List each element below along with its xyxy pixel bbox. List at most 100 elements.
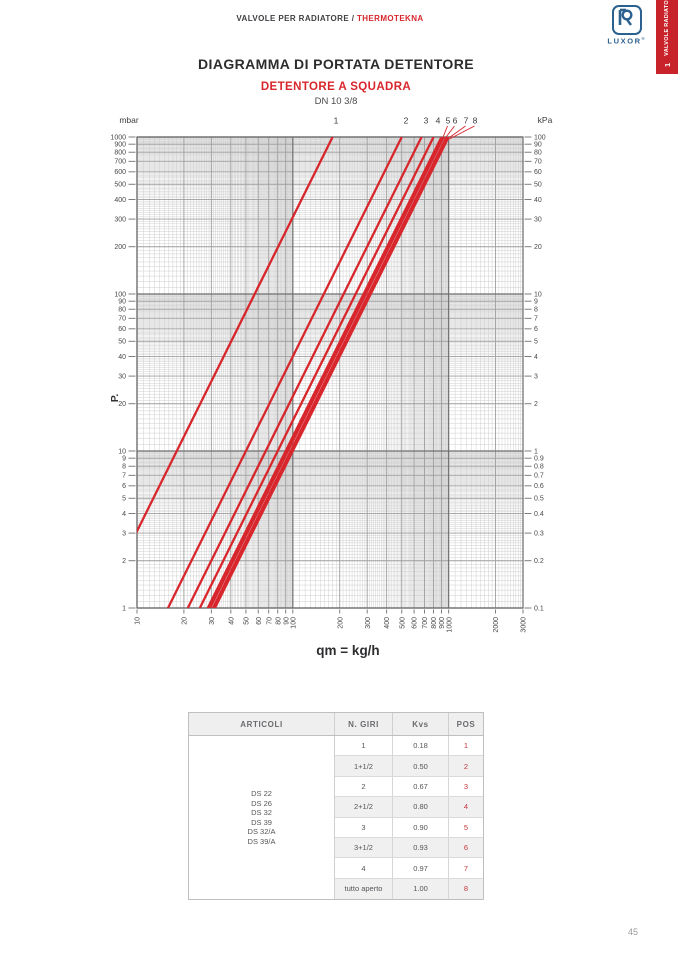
y-right-tick-label: 0.3 xyxy=(534,530,544,537)
section-tab: 1 VALVOLE RADIATORE xyxy=(656,0,678,74)
x-tick-label: 30 xyxy=(209,617,216,625)
y-left-tick-label: 70 xyxy=(118,316,126,323)
y-axis-title: P. xyxy=(109,394,121,403)
y-right-tick-label: 10 xyxy=(534,291,542,298)
spec-table-rows: 1 0.18 1 1+1/2 0.50 2 2 0.67 3 2+1/2 0.80 4 3 0.90 5 3+… xyxy=(335,736,483,900)
y-right-tick-label: 1 xyxy=(534,448,538,455)
n-giri-cell: 1+1/2 xyxy=(335,756,393,776)
table-row: 2 0.67 3 xyxy=(335,776,483,798)
kvs-cell: 0.50 xyxy=(393,756,449,776)
kvs-cell: 0.18 xyxy=(393,736,449,756)
y-left-unit-label: mbar xyxy=(119,115,139,125)
y-left-tick-label: 800 xyxy=(114,150,126,157)
y-right-tick-label: 2 xyxy=(534,401,538,408)
pos-cell: 4 xyxy=(463,802,469,812)
y-right-tick-label: 90 xyxy=(534,142,542,149)
n-giri-cell: 3+1/2 xyxy=(335,837,393,858)
x-tick-label: 400 xyxy=(384,617,391,629)
kvs-curve-2 xyxy=(166,137,403,608)
y-right-tick-label: 5 xyxy=(534,339,538,346)
kvs-curve-3 xyxy=(186,137,423,608)
x-tick-label: 100 xyxy=(290,617,297,629)
x-tick-label: 50 xyxy=(244,617,251,625)
y-left-tick-label: 40 xyxy=(118,354,126,361)
page-number: 45 xyxy=(627,927,638,937)
y-right-tick-label: 7 xyxy=(534,316,538,323)
y-left-tick-label: 1000 xyxy=(110,134,126,141)
y-right-tick-label: 8 xyxy=(534,307,538,314)
kvs-curve-6 xyxy=(208,137,445,608)
y-left-tick-label: 4 xyxy=(122,511,126,518)
x-tick-label: 600 xyxy=(412,617,419,629)
n-giri-cell: 2 xyxy=(335,776,393,797)
x-tick-label: 900 xyxy=(439,617,446,629)
table-row: 4 0.97 7 xyxy=(335,858,483,879)
y-left-tick-label: 5 xyxy=(122,496,126,503)
n-giri-cell: 1 xyxy=(335,736,393,756)
col-header-kvs: Kvs xyxy=(393,713,449,735)
y-right-unit-label: kPa xyxy=(538,115,553,125)
y-left-tick-label: 9 xyxy=(122,456,126,463)
y-left-tick-label: 7 xyxy=(122,473,126,480)
table-row: 1 0.18 1 xyxy=(335,736,483,757)
curve-label-1: 1 xyxy=(334,116,339,126)
y-left-tick-label: 1 xyxy=(122,605,126,612)
y-right-tick-label: 0.5 xyxy=(534,496,544,503)
y-right-tick-label: 30 xyxy=(534,216,542,223)
curve-label-3: 3 xyxy=(424,116,429,126)
y-left-tick-label: 700 xyxy=(114,159,126,166)
y-left-tick-label: 300 xyxy=(114,216,126,223)
n-giri-cell: tutto aperto xyxy=(335,878,393,900)
articolo-line: DS 39/A xyxy=(247,836,276,846)
y-left-tick-label: 30 xyxy=(118,373,126,380)
curve-label-5: 5 xyxy=(446,116,451,126)
flow-diagram: 1000 900 800 700 600 500 400 300 200 100 90 80 70 60 5… xyxy=(0,105,678,680)
table-row: 1+1/2 0.50 2 xyxy=(335,756,483,777)
curve-label-4: 4 xyxy=(436,116,441,126)
y-right-tick-label: 6 xyxy=(534,326,538,333)
pos-cell: 1 xyxy=(463,741,469,751)
y-right-tick-label: 100 xyxy=(534,134,546,141)
x-tick-label: 3000 xyxy=(521,617,528,633)
kvs-cell: 0.90 xyxy=(393,817,449,837)
y-left-tick-label: 3 xyxy=(122,530,126,537)
y-right-tick-label: 0.7 xyxy=(534,473,544,480)
y-right-tick-label: 0.2 xyxy=(534,558,544,565)
y-left-tick-label: 60 xyxy=(118,326,126,333)
articolo-line: DS 32/A xyxy=(247,827,276,837)
spec-table: ARTICOLI N. GIRI Kvs POS DS 22 DS 26 DS 32… xyxy=(188,712,484,901)
y-left-tick-label: 400 xyxy=(114,197,126,204)
kvs-curve-5 xyxy=(206,137,443,608)
y-right-tick-label: 0.8 xyxy=(534,464,544,471)
kvs-curve-4 xyxy=(198,137,435,608)
brand-reg-mark: ® xyxy=(641,36,645,41)
x-axis-title: qm = kg/h xyxy=(316,643,379,658)
dn-size-label: DN 10 3/8 xyxy=(314,96,358,107)
breadcrumb-section: VALVOLE PER RADIATORE / xyxy=(236,14,355,23)
col-header-pos: POS xyxy=(456,719,476,729)
curve-leader-8 xyxy=(449,125,475,140)
x-tick-label: 800 xyxy=(431,617,438,629)
page-subtitle: DETENTORE A SQUADRA xyxy=(260,81,412,93)
table-row: 3 0.90 5 xyxy=(335,817,483,838)
y-left-tick-label: 200 xyxy=(114,244,126,251)
x-tick-label: 500 xyxy=(399,617,406,629)
n-giri-cell: 2+1/2 xyxy=(335,797,393,817)
flow-diagram-svg: 1000900800700600500400300200100908070605… xyxy=(109,115,553,658)
y-left-tick-label: 50 xyxy=(118,339,126,346)
table-row: 2+1/2 0.80 4 xyxy=(335,797,483,818)
y-right-tick-label: 3 xyxy=(534,373,538,380)
spec-table-header: ARTICOLI N. GIRI Kvs POS xyxy=(189,713,483,736)
curve-label-8: 8 xyxy=(473,116,478,126)
articolo-line: DS 22 xyxy=(251,789,272,799)
kvs-curve-1 xyxy=(137,137,334,534)
y-right-tick-label: 9 xyxy=(534,299,538,306)
y-right-tick-label: 4 xyxy=(534,354,538,361)
table-row: tutto aperto 1.00 8 xyxy=(335,878,483,900)
y-left-tick-label: 10 xyxy=(118,448,126,455)
grid-medium xyxy=(137,137,524,608)
y-left-tick-label: 6 xyxy=(122,483,126,490)
y-right-tick-label: 70 xyxy=(534,159,542,166)
section-label: VALVOLE RADIATORE xyxy=(664,0,670,56)
